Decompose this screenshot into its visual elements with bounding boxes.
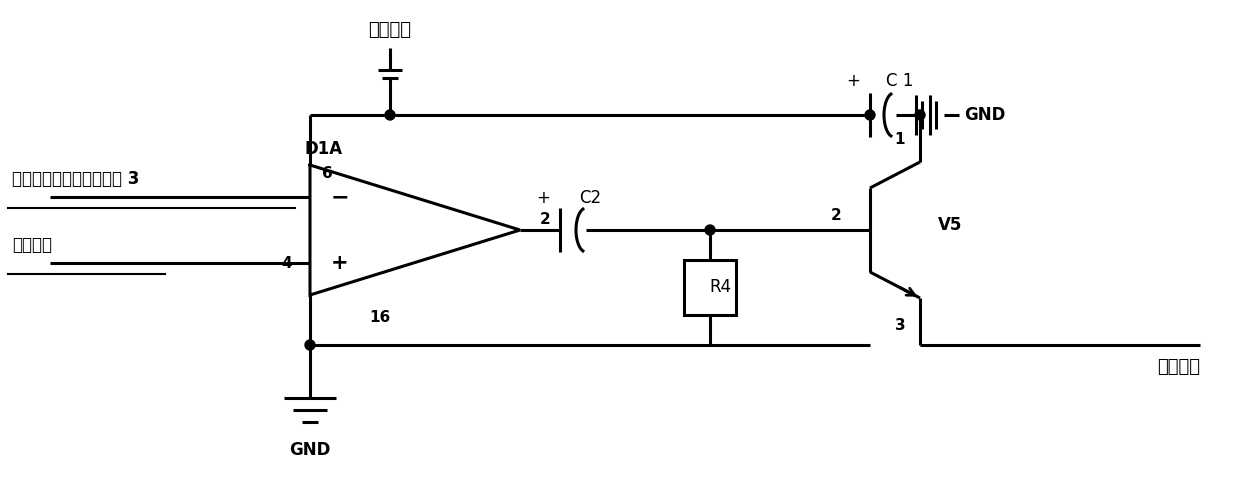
Text: GND: GND bbox=[289, 441, 331, 459]
Text: 参考电压: 参考电压 bbox=[12, 236, 52, 254]
Text: +: + bbox=[536, 189, 551, 207]
Text: 6: 6 bbox=[322, 165, 332, 180]
Text: 热电池组输出分压后电压 3: 热电池组输出分压后电压 3 bbox=[12, 170, 139, 188]
Circle shape bbox=[915, 110, 925, 120]
Text: 3: 3 bbox=[895, 318, 905, 332]
Text: V5: V5 bbox=[937, 216, 962, 234]
Text: 2: 2 bbox=[539, 212, 551, 228]
Text: 激活信号: 激活信号 bbox=[1157, 358, 1200, 376]
Bar bbox=[684, 260, 737, 315]
Text: +: + bbox=[331, 253, 348, 273]
Text: 4: 4 bbox=[281, 255, 291, 271]
Text: 2: 2 bbox=[831, 207, 842, 222]
Text: 电源电压: 电源电压 bbox=[368, 21, 412, 39]
Circle shape bbox=[866, 110, 875, 120]
Text: +: + bbox=[846, 72, 861, 90]
Text: R4: R4 bbox=[709, 279, 732, 296]
Text: C2: C2 bbox=[579, 189, 601, 207]
Circle shape bbox=[706, 225, 715, 235]
Text: 1: 1 bbox=[895, 132, 905, 148]
Text: D1A: D1A bbox=[305, 140, 343, 158]
Text: −: − bbox=[331, 187, 350, 207]
Circle shape bbox=[384, 110, 396, 120]
Text: 16: 16 bbox=[370, 310, 391, 325]
Text: C 1: C 1 bbox=[887, 72, 914, 90]
Circle shape bbox=[305, 340, 315, 350]
Text: GND: GND bbox=[963, 106, 1006, 124]
